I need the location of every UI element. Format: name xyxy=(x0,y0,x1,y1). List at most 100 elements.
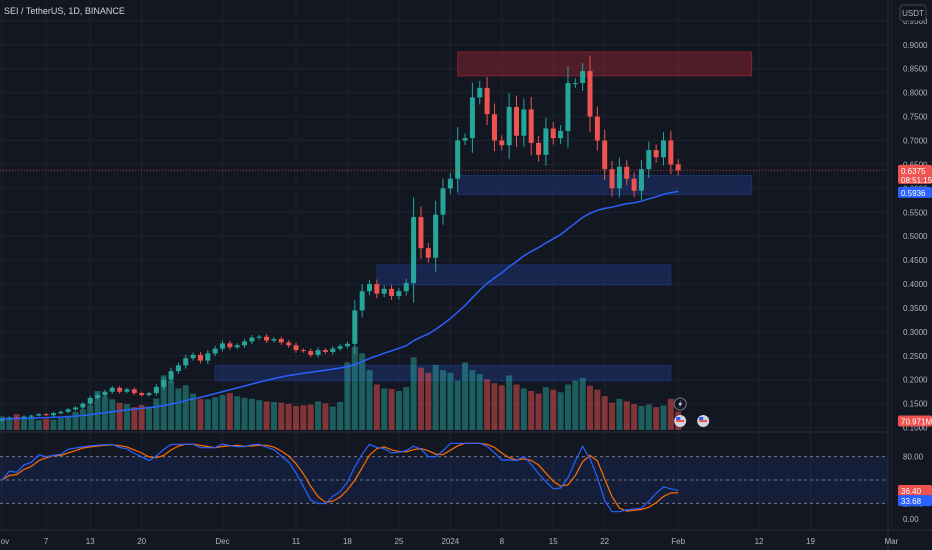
candle-body[interactable] xyxy=(668,140,674,165)
candle-body[interactable] xyxy=(183,358,189,366)
candle-body[interactable] xyxy=(308,351,314,355)
candle-body[interactable] xyxy=(21,416,27,419)
candle-body[interactable] xyxy=(300,350,306,352)
candle-body[interactable] xyxy=(616,166,622,189)
candlesticks[interactable] xyxy=(0,55,681,422)
candle-body[interactable] xyxy=(197,354,203,361)
candle-body[interactable] xyxy=(499,140,505,146)
candle-body[interactable] xyxy=(153,386,159,394)
candle-body[interactable] xyxy=(646,150,652,170)
candle-body[interactable] xyxy=(359,291,365,311)
candle-body[interactable] xyxy=(205,353,211,361)
candle-body[interactable] xyxy=(661,140,666,158)
candle-body[interactable] xyxy=(337,346,343,349)
stoch-k-tag: 36.40 xyxy=(898,485,932,497)
candle-body[interactable] xyxy=(447,178,453,189)
candle-body[interactable] xyxy=(521,109,527,136)
candle-body[interactable] xyxy=(572,83,578,85)
candle-body[interactable] xyxy=(352,310,358,344)
candle-body[interactable] xyxy=(36,414,42,416)
candle-body[interactable] xyxy=(396,291,402,297)
candle-body[interactable] xyxy=(0,418,5,421)
candle-body[interactable] xyxy=(146,393,152,396)
candle-body[interactable] xyxy=(212,348,218,354)
candle-body[interactable] xyxy=(330,348,336,352)
candle-body[interactable] xyxy=(469,97,475,139)
candle-body[interactable] xyxy=(565,83,571,131)
candle-body[interactable] xyxy=(425,248,431,258)
candle-body[interactable] xyxy=(28,415,34,417)
candle-body[interactable] xyxy=(344,343,350,347)
candle-body[interactable] xyxy=(418,217,424,249)
candle-body[interactable] xyxy=(124,389,130,392)
candle-body[interactable] xyxy=(381,288,387,294)
candle-body[interactable] xyxy=(242,341,248,346)
candle-body[interactable] xyxy=(322,350,328,352)
candle-body[interactable] xyxy=(50,413,56,416)
candle-body[interactable] xyxy=(175,365,181,372)
candle-body[interactable] xyxy=(631,178,637,191)
candle-body[interactable] xyxy=(536,142,542,155)
flag-icon[interactable] xyxy=(674,415,687,427)
candle-body[interactable] xyxy=(43,414,49,416)
candle-body[interactable] xyxy=(653,150,659,158)
candle-body[interactable] xyxy=(491,114,497,141)
candle-body[interactable] xyxy=(367,284,372,292)
candle-body[interactable] xyxy=(587,71,593,117)
candle-body[interactable] xyxy=(65,409,71,412)
candle-body[interactable] xyxy=(293,345,299,351)
candle-body[interactable] xyxy=(95,395,101,398)
candle-body[interactable] xyxy=(602,140,608,170)
candle-body[interactable] xyxy=(543,128,549,155)
candle-body[interactable] xyxy=(389,288,395,297)
candle-body[interactable] xyxy=(87,397,93,404)
candle-body[interactable] xyxy=(131,389,137,394)
candle-body[interactable] xyxy=(73,407,78,410)
candle-body[interactable] xyxy=(234,345,240,348)
candle-body[interactable] xyxy=(580,71,586,84)
candle-body[interactable] xyxy=(550,128,556,139)
candle-body[interactable] xyxy=(638,169,644,191)
candle-body[interactable] xyxy=(271,339,277,341)
candle-body[interactable] xyxy=(58,411,64,414)
candle-body[interactable] xyxy=(558,130,564,139)
candle-body[interactable] xyxy=(80,403,86,408)
candle-body[interactable] xyxy=(506,107,512,146)
candle-body[interactable] xyxy=(455,140,461,179)
candle-body[interactable] xyxy=(411,217,417,284)
candle-body[interactable] xyxy=(139,393,145,396)
candle-body[interactable] xyxy=(286,342,292,346)
candle-body[interactable] xyxy=(462,138,468,141)
candle-body[interactable] xyxy=(256,336,262,338)
candle-body[interactable] xyxy=(403,283,409,292)
candle-body[interactable] xyxy=(514,107,519,136)
candle-body[interactable] xyxy=(675,164,681,171)
lightning-icon[interactable] xyxy=(673,397,687,411)
candle-body[interactable] xyxy=(609,169,615,189)
candle-body[interactable] xyxy=(433,214,439,258)
candle-body[interactable] xyxy=(264,336,270,341)
candle-body[interactable] xyxy=(249,337,255,342)
candle-body[interactable] xyxy=(528,109,534,143)
candle-body[interactable] xyxy=(220,343,225,349)
event-icons[interactable] xyxy=(673,397,710,427)
time-axis[interactable]: Nov 7 13 20 Dec 11 18 25 2024 8 15 22 Feb 12 19 Mar xyxy=(0,537,899,546)
candle-body[interactable] xyxy=(190,354,196,359)
candle-body[interactable] xyxy=(315,350,321,355)
candle-body[interactable] xyxy=(102,391,108,396)
currency-button[interactable]: USDT xyxy=(899,4,927,22)
candle-body[interactable] xyxy=(161,379,167,387)
candle-body[interactable] xyxy=(109,387,115,392)
candle-body[interactable] xyxy=(594,116,600,141)
candle-body[interactable] xyxy=(477,87,483,98)
candle-body[interactable] xyxy=(440,188,446,215)
candle-body[interactable] xyxy=(168,371,174,380)
candle-body[interactable] xyxy=(484,87,490,115)
flag-icon[interactable] xyxy=(697,415,710,427)
candle-body[interactable] xyxy=(374,284,380,294)
candle-body[interactable] xyxy=(278,339,284,343)
candle-body[interactable] xyxy=(117,387,123,392)
candle-body[interactable] xyxy=(624,166,630,179)
candle-body[interactable] xyxy=(227,343,233,348)
